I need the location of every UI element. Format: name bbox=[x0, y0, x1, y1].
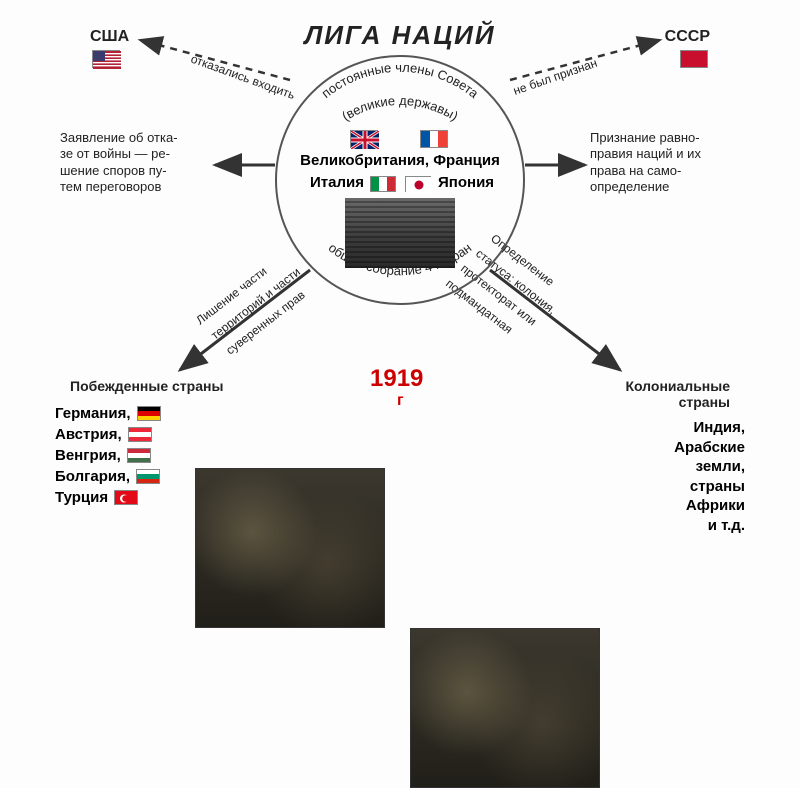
label-ussr-arrow: не был признан bbox=[511, 56, 599, 98]
defeated-header: Побежденные страны bbox=[70, 378, 223, 394]
flag-japan-icon bbox=[405, 176, 431, 192]
label-usa-arrow: отказались входить bbox=[189, 52, 297, 102]
svg-text:территорий и части: территорий и части bbox=[208, 265, 303, 343]
colonial-header: Колониальныестраны bbox=[625, 378, 730, 410]
flag-uk-icon bbox=[350, 130, 378, 148]
svg-text:не был признан: не был признан bbox=[511, 56, 599, 98]
flag-france-icon bbox=[420, 130, 448, 148]
flag-usa-icon bbox=[92, 50, 120, 68]
assembly-photo bbox=[345, 198, 455, 268]
photo-defeated bbox=[195, 468, 385, 628]
year-sub: г bbox=[397, 392, 404, 410]
colonial-body: Индия, Арабские земли, страны Африки и т… bbox=[625, 418, 745, 535]
member-italy: Италия bbox=[310, 174, 364, 191]
text-right-body: Признание равно- правия наций и их права… bbox=[590, 130, 745, 195]
flag-italy-icon bbox=[370, 176, 396, 192]
defeated-list: Германия, Австрия, Венгрия, Болгария, Ту… bbox=[55, 405, 161, 510]
label-ussr: СССР bbox=[665, 28, 710, 46]
svg-text:отказались входить: отказались входить bbox=[189, 52, 297, 102]
flag-ussr-icon bbox=[680, 50, 708, 68]
svg-text:суверенных прав: суверенных прав bbox=[223, 288, 307, 358]
year-label: 1919 bbox=[370, 365, 423, 393]
member-japan: Япония bbox=[438, 174, 494, 191]
svg-text:Лишение части: Лишение части bbox=[193, 264, 269, 327]
photo-colonial bbox=[410, 628, 600, 788]
label-usa: США bbox=[90, 28, 129, 46]
members-top: Великобритания, Франция bbox=[300, 152, 500, 169]
text-left-body: Заявление об отка- зе от войны — ре- шен… bbox=[60, 130, 220, 195]
